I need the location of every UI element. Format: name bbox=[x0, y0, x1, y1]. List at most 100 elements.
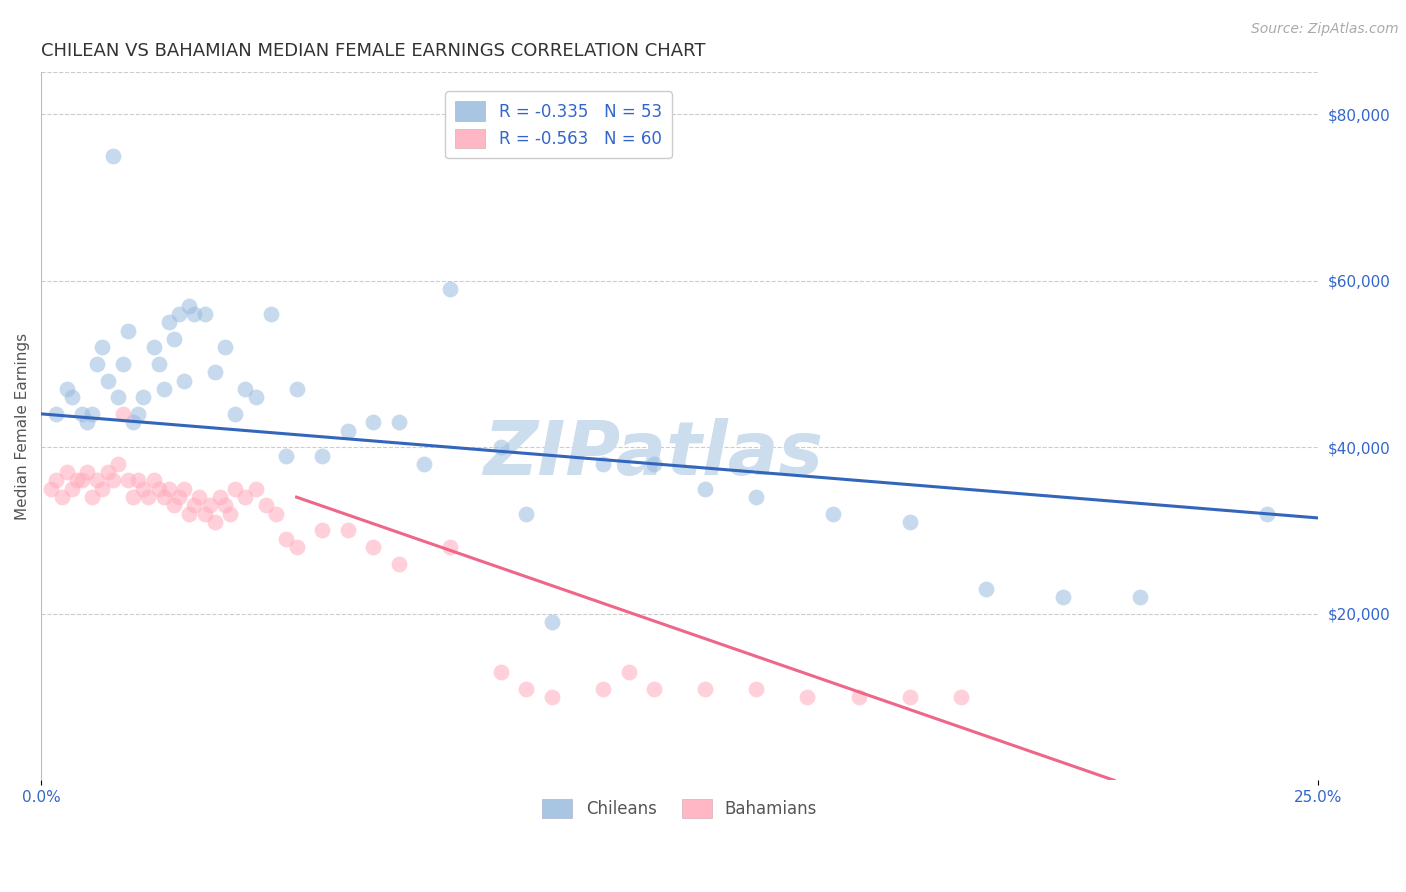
Point bbox=[194, 307, 217, 321]
Point bbox=[974, 582, 997, 596]
Point bbox=[142, 340, 165, 354]
Point bbox=[82, 407, 104, 421]
Point bbox=[311, 449, 333, 463]
Point bbox=[138, 490, 160, 504]
Point bbox=[617, 665, 640, 679]
Point bbox=[70, 474, 93, 488]
Legend: Chileans, Bahamians: Chileans, Bahamians bbox=[536, 792, 824, 825]
Point bbox=[82, 490, 104, 504]
Point bbox=[745, 490, 768, 504]
Point bbox=[60, 390, 83, 404]
Point bbox=[388, 557, 411, 571]
Point bbox=[127, 407, 149, 421]
Point bbox=[276, 532, 298, 546]
Point bbox=[91, 482, 114, 496]
Point bbox=[101, 149, 124, 163]
Point bbox=[45, 474, 67, 488]
Point bbox=[157, 315, 180, 329]
Point bbox=[245, 390, 267, 404]
Point bbox=[208, 490, 231, 504]
Point bbox=[361, 415, 384, 429]
Point bbox=[515, 681, 537, 696]
Point bbox=[122, 415, 145, 429]
Point bbox=[96, 374, 118, 388]
Point bbox=[111, 407, 134, 421]
Point bbox=[214, 499, 236, 513]
Point bbox=[101, 474, 124, 488]
Point bbox=[152, 382, 174, 396]
Point bbox=[204, 365, 226, 379]
Point bbox=[1052, 590, 1074, 604]
Point bbox=[107, 390, 129, 404]
Point bbox=[111, 357, 134, 371]
Point bbox=[1256, 507, 1278, 521]
Point bbox=[821, 507, 844, 521]
Point bbox=[219, 507, 242, 521]
Point bbox=[388, 415, 411, 429]
Point bbox=[898, 690, 921, 704]
Point bbox=[592, 681, 614, 696]
Point bbox=[1129, 590, 1152, 604]
Point bbox=[264, 507, 287, 521]
Text: ZIPatlas: ZIPatlas bbox=[484, 418, 824, 491]
Point bbox=[51, 490, 73, 504]
Point bbox=[439, 540, 461, 554]
Point bbox=[796, 690, 818, 704]
Point bbox=[122, 490, 145, 504]
Point bbox=[643, 457, 665, 471]
Point bbox=[194, 507, 217, 521]
Point bbox=[60, 482, 83, 496]
Point bbox=[224, 407, 246, 421]
Point bbox=[214, 340, 236, 354]
Point bbox=[117, 474, 139, 488]
Point bbox=[188, 490, 211, 504]
Point bbox=[254, 499, 277, 513]
Text: Source: ZipAtlas.com: Source: ZipAtlas.com bbox=[1251, 22, 1399, 37]
Point bbox=[643, 681, 665, 696]
Point bbox=[848, 690, 870, 704]
Point bbox=[179, 299, 201, 313]
Point bbox=[745, 681, 768, 696]
Point bbox=[45, 407, 67, 421]
Point bbox=[66, 474, 89, 488]
Point bbox=[198, 499, 221, 513]
Point bbox=[55, 465, 77, 479]
Point bbox=[148, 482, 170, 496]
Point bbox=[276, 449, 298, 463]
Point bbox=[173, 482, 195, 496]
Point bbox=[489, 440, 512, 454]
Point bbox=[163, 499, 186, 513]
Point bbox=[167, 490, 190, 504]
Point bbox=[235, 382, 257, 396]
Point bbox=[167, 307, 190, 321]
Point bbox=[541, 690, 564, 704]
Point bbox=[132, 482, 155, 496]
Point bbox=[107, 457, 129, 471]
Text: CHILEAN VS BAHAMIAN MEDIAN FEMALE EARNINGS CORRELATION CHART: CHILEAN VS BAHAMIAN MEDIAN FEMALE EARNIN… bbox=[41, 42, 706, 60]
Point bbox=[489, 665, 512, 679]
Point bbox=[41, 482, 63, 496]
Point bbox=[86, 474, 108, 488]
Point bbox=[204, 515, 226, 529]
Point bbox=[127, 474, 149, 488]
Point bbox=[132, 390, 155, 404]
Point bbox=[183, 307, 205, 321]
Point bbox=[260, 307, 283, 321]
Point bbox=[55, 382, 77, 396]
Point bbox=[695, 681, 717, 696]
Point bbox=[361, 540, 384, 554]
Point bbox=[592, 457, 614, 471]
Point bbox=[898, 515, 921, 529]
Point bbox=[86, 357, 108, 371]
Point bbox=[179, 507, 201, 521]
Point bbox=[235, 490, 257, 504]
Point bbox=[515, 507, 537, 521]
Point bbox=[96, 465, 118, 479]
Point bbox=[224, 482, 246, 496]
Point bbox=[142, 474, 165, 488]
Point bbox=[336, 424, 359, 438]
Point bbox=[152, 490, 174, 504]
Point bbox=[541, 615, 564, 629]
Point bbox=[311, 524, 333, 538]
Point bbox=[439, 282, 461, 296]
